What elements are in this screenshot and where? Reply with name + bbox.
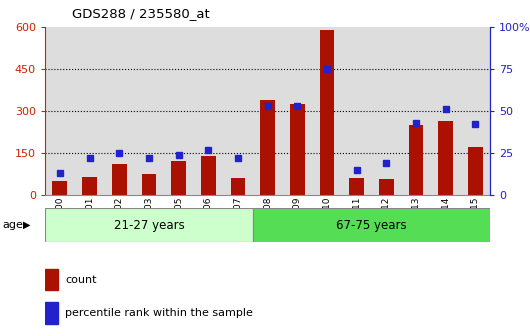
Bar [45, 208, 253, 242]
Bar [45, 302, 58, 324]
Bar [253, 27, 282, 195]
Bar [468, 147, 483, 195]
Bar [134, 27, 164, 195]
Bar [372, 27, 401, 195]
Text: 21-27 years: 21-27 years [113, 219, 184, 232]
Bar [104, 27, 134, 195]
Text: GDS288 / 235580_at: GDS288 / 235580_at [72, 7, 209, 20]
Bar [431, 27, 461, 195]
Bar [45, 269, 58, 290]
Bar [401, 27, 431, 195]
Bar [379, 179, 394, 195]
Bar [409, 125, 423, 195]
Bar [193, 27, 223, 195]
Bar [349, 178, 364, 195]
Bar [438, 121, 453, 195]
Text: count: count [65, 275, 96, 285]
Bar [82, 177, 97, 195]
Bar [201, 156, 216, 195]
Bar [231, 178, 245, 195]
Bar [282, 27, 312, 195]
Text: ▶: ▶ [23, 220, 31, 230]
Bar [164, 27, 193, 195]
Bar [260, 100, 275, 195]
Bar [342, 27, 372, 195]
Bar [461, 27, 490, 195]
Text: age: age [3, 220, 23, 230]
Bar [75, 27, 104, 195]
Bar [52, 181, 67, 195]
Text: 67-75 years: 67-75 years [336, 219, 407, 232]
Bar [320, 30, 334, 195]
Bar [142, 174, 156, 195]
Bar [171, 161, 186, 195]
Bar [290, 104, 305, 195]
Bar [253, 208, 490, 242]
Bar [312, 27, 342, 195]
Text: percentile rank within the sample: percentile rank within the sample [65, 308, 253, 318]
Bar [112, 164, 127, 195]
Bar [223, 27, 253, 195]
Bar [45, 27, 75, 195]
